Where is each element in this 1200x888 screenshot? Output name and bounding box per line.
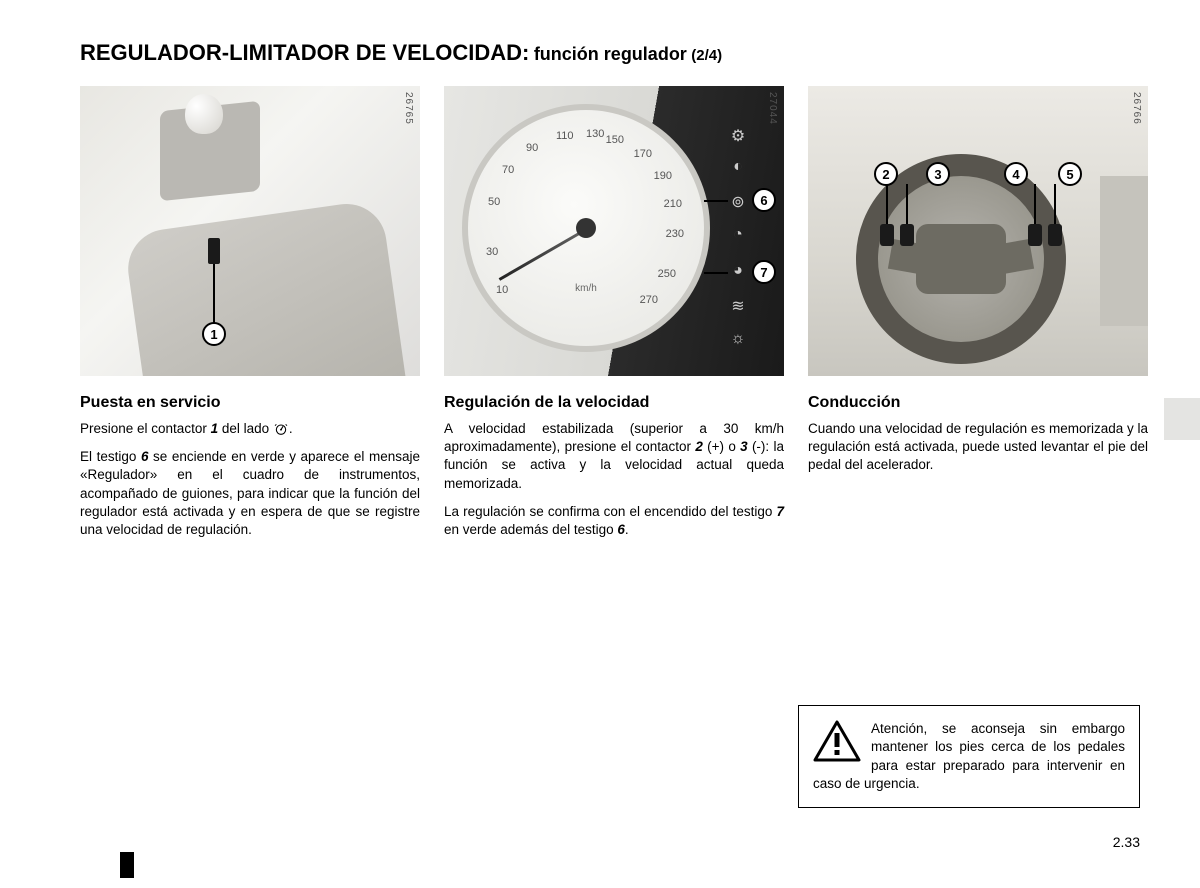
figure-gauge: 10 30 50 70 90 110 130 150 170 190 210 2… xyxy=(444,86,784,376)
stalk-left-2 xyxy=(900,224,914,246)
callout-2: 2 xyxy=(874,162,898,186)
callout-line-7 xyxy=(704,272,728,274)
tick-230: 230 xyxy=(666,228,684,240)
tick-210: 210 xyxy=(664,198,682,210)
column-2: 10 30 50 70 90 110 130 150 170 190 210 2… xyxy=(444,86,784,549)
warning-icon xyxy=(813,720,861,762)
column-3: 2 3 4 5 26766 Conducción Cuando una velo… xyxy=(808,86,1148,549)
s2-p1: A velocidad estabilizada (superior a 30 … xyxy=(444,420,784,493)
s2-p2-e: . xyxy=(625,522,629,537)
s1-p2: El testigo 6 se enciende en verde y apar… xyxy=(80,448,420,539)
callout-5: 5 xyxy=(1058,162,1082,186)
figure-wheel: 2 3 4 5 26766 xyxy=(808,86,1148,376)
speedometer: 10 30 50 70 90 110 130 150 170 190 210 2… xyxy=(462,104,710,352)
tick-110: 110 xyxy=(556,130,574,142)
figure-console: 1 26765 xyxy=(80,86,420,376)
cruise-icon xyxy=(273,422,289,436)
s2-p1-d: 3 xyxy=(740,439,748,454)
tick-30: 30 xyxy=(486,246,498,258)
s1-p1-c: del lado xyxy=(218,421,273,436)
title-page-part: (2/4) xyxy=(691,47,722,64)
heading-regulacion: Regulación de la velocidad xyxy=(444,394,784,412)
callout-line-6 xyxy=(704,200,728,202)
tick-270: 270 xyxy=(640,294,658,306)
s1-p1-d: . xyxy=(289,421,293,436)
section-tab xyxy=(1164,398,1200,440)
s3-p1: Cuando una velocidad de regulación es me… xyxy=(808,420,1148,475)
abs-icon: ⊚ xyxy=(728,192,748,212)
gear-knob xyxy=(185,94,223,134)
engine-icon: ⚙ xyxy=(728,126,748,146)
callout-line-4 xyxy=(1034,184,1036,224)
s1-p1: Presione el contactor 1 del lado . xyxy=(80,420,420,438)
s2-p1-b: 2 xyxy=(695,439,703,454)
gauge-hub xyxy=(576,218,596,238)
callout-1: 1 xyxy=(202,322,226,346)
tick-90: 90 xyxy=(526,142,538,154)
stalk-right-1 xyxy=(1028,224,1042,246)
s1-p1-a: Presione el contactor xyxy=(80,421,211,436)
heater-icon: ≋ xyxy=(728,296,748,316)
cruise-indicator-icon: ◕ xyxy=(728,262,748,282)
callout-7: 7 xyxy=(752,260,776,284)
footer-mark xyxy=(120,852,134,878)
tick-130: 130 xyxy=(586,128,604,140)
stalk-right-2 xyxy=(1048,224,1062,246)
tick-250: 250 xyxy=(658,268,676,280)
limiter-indicator-icon: ◔ xyxy=(728,226,748,246)
page-number: 2.33 xyxy=(1113,834,1140,850)
callout-4: 4 xyxy=(1004,162,1028,186)
cruise-switch xyxy=(208,238,220,264)
page-title: REGULADOR-LIMITADOR DE VELOCIDAD: funció… xyxy=(80,40,1140,66)
column-1: 1 26765 Puesta en servicio Presione el c… xyxy=(80,86,420,549)
stalk-left-1 xyxy=(880,224,894,246)
tick-190: 190 xyxy=(654,170,672,182)
s2-p2-d: 6 xyxy=(617,522,625,537)
warning-box: Atención, se aconseja sin embargo manten… xyxy=(798,705,1140,808)
s2-p2: La regulación se confirma con el encendi… xyxy=(444,503,784,539)
tick-70: 70 xyxy=(502,164,514,176)
callout-6: 6 xyxy=(752,188,776,212)
center-stack xyxy=(1100,176,1148,326)
s1-p2-a: El testigo xyxy=(80,449,141,464)
tick-170: 170 xyxy=(634,148,652,160)
callout-line-2 xyxy=(886,184,888,224)
heading-puesta: Puesta en servicio xyxy=(80,394,420,412)
tick-50: 50 xyxy=(488,196,500,208)
s2-p2-b: 7 xyxy=(776,504,784,519)
s2-p2-a: La regulación se confirma con el encendi… xyxy=(444,504,776,519)
figure-code-3: 26766 xyxy=(1131,92,1142,125)
light-icon: ☼ xyxy=(728,330,748,350)
title-sub: función regulador xyxy=(534,44,687,64)
gauge-unit: km/h xyxy=(575,283,597,294)
heading-conduccion: Conducción xyxy=(808,394,1148,412)
title-main: REGULADOR-LIMITADOR DE VELOCIDAD: xyxy=(80,40,529,65)
figure-code-1: 26765 xyxy=(403,92,414,125)
figure-code-2: 27044 xyxy=(767,92,778,125)
callout-3: 3 xyxy=(926,162,950,186)
tick-10: 10 xyxy=(496,284,508,296)
callout-line-3 xyxy=(906,184,908,224)
callout-line-5 xyxy=(1054,184,1056,224)
s2-p1-c: (+) o xyxy=(703,439,740,454)
wheel-hub xyxy=(916,224,1006,294)
s2-p2-c: en verde además del testigo xyxy=(444,522,617,537)
s1-p1-b: 1 xyxy=(211,421,219,436)
airbag-icon: ◐ xyxy=(728,158,748,178)
tick-150: 150 xyxy=(606,134,624,146)
callout-line-1 xyxy=(213,264,215,326)
